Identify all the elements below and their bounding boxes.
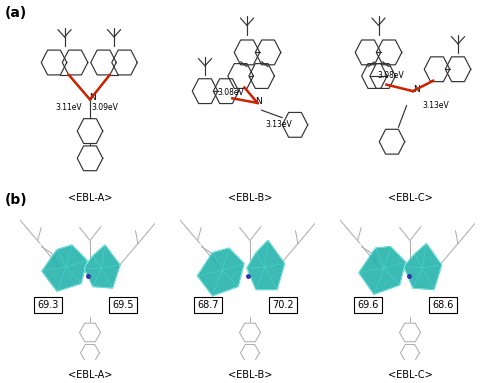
Text: <EBL-B>: <EBL-B> xyxy=(228,193,272,203)
Text: 68.6: 68.6 xyxy=(432,300,454,310)
Text: 3.13eV: 3.13eV xyxy=(422,101,449,110)
Text: 3.13eV: 3.13eV xyxy=(265,119,292,129)
Text: 69.5: 69.5 xyxy=(112,300,134,310)
Text: 3.08eV: 3.08eV xyxy=(217,88,244,97)
Text: 3.09eV: 3.09eV xyxy=(92,103,118,112)
Polygon shape xyxy=(198,248,244,296)
Polygon shape xyxy=(404,244,442,290)
Text: (a): (a) xyxy=(5,6,27,20)
Text: N: N xyxy=(90,93,96,102)
Text: 70.2: 70.2 xyxy=(272,300,294,310)
Text: <EBL-A>: <EBL-A> xyxy=(68,193,112,203)
Polygon shape xyxy=(359,247,406,294)
Polygon shape xyxy=(247,241,284,290)
Text: N: N xyxy=(412,85,420,94)
Text: <EBL-C>: <EBL-C> xyxy=(388,193,432,203)
Text: 69.6: 69.6 xyxy=(358,300,378,310)
Text: (b): (b) xyxy=(5,193,28,208)
Text: <EBL-C>: <EBL-C> xyxy=(388,370,432,380)
Text: 3.11eV: 3.11eV xyxy=(56,103,82,112)
Polygon shape xyxy=(42,245,87,291)
Text: 69.3: 69.3 xyxy=(38,300,58,310)
Text: 3.08eV: 3.08eV xyxy=(377,71,404,80)
Text: N: N xyxy=(256,97,262,106)
Text: 68.7: 68.7 xyxy=(197,300,219,310)
Text: <EBL-B>: <EBL-B> xyxy=(228,370,272,380)
Polygon shape xyxy=(84,245,120,288)
Text: <EBL-A>: <EBL-A> xyxy=(68,370,112,380)
